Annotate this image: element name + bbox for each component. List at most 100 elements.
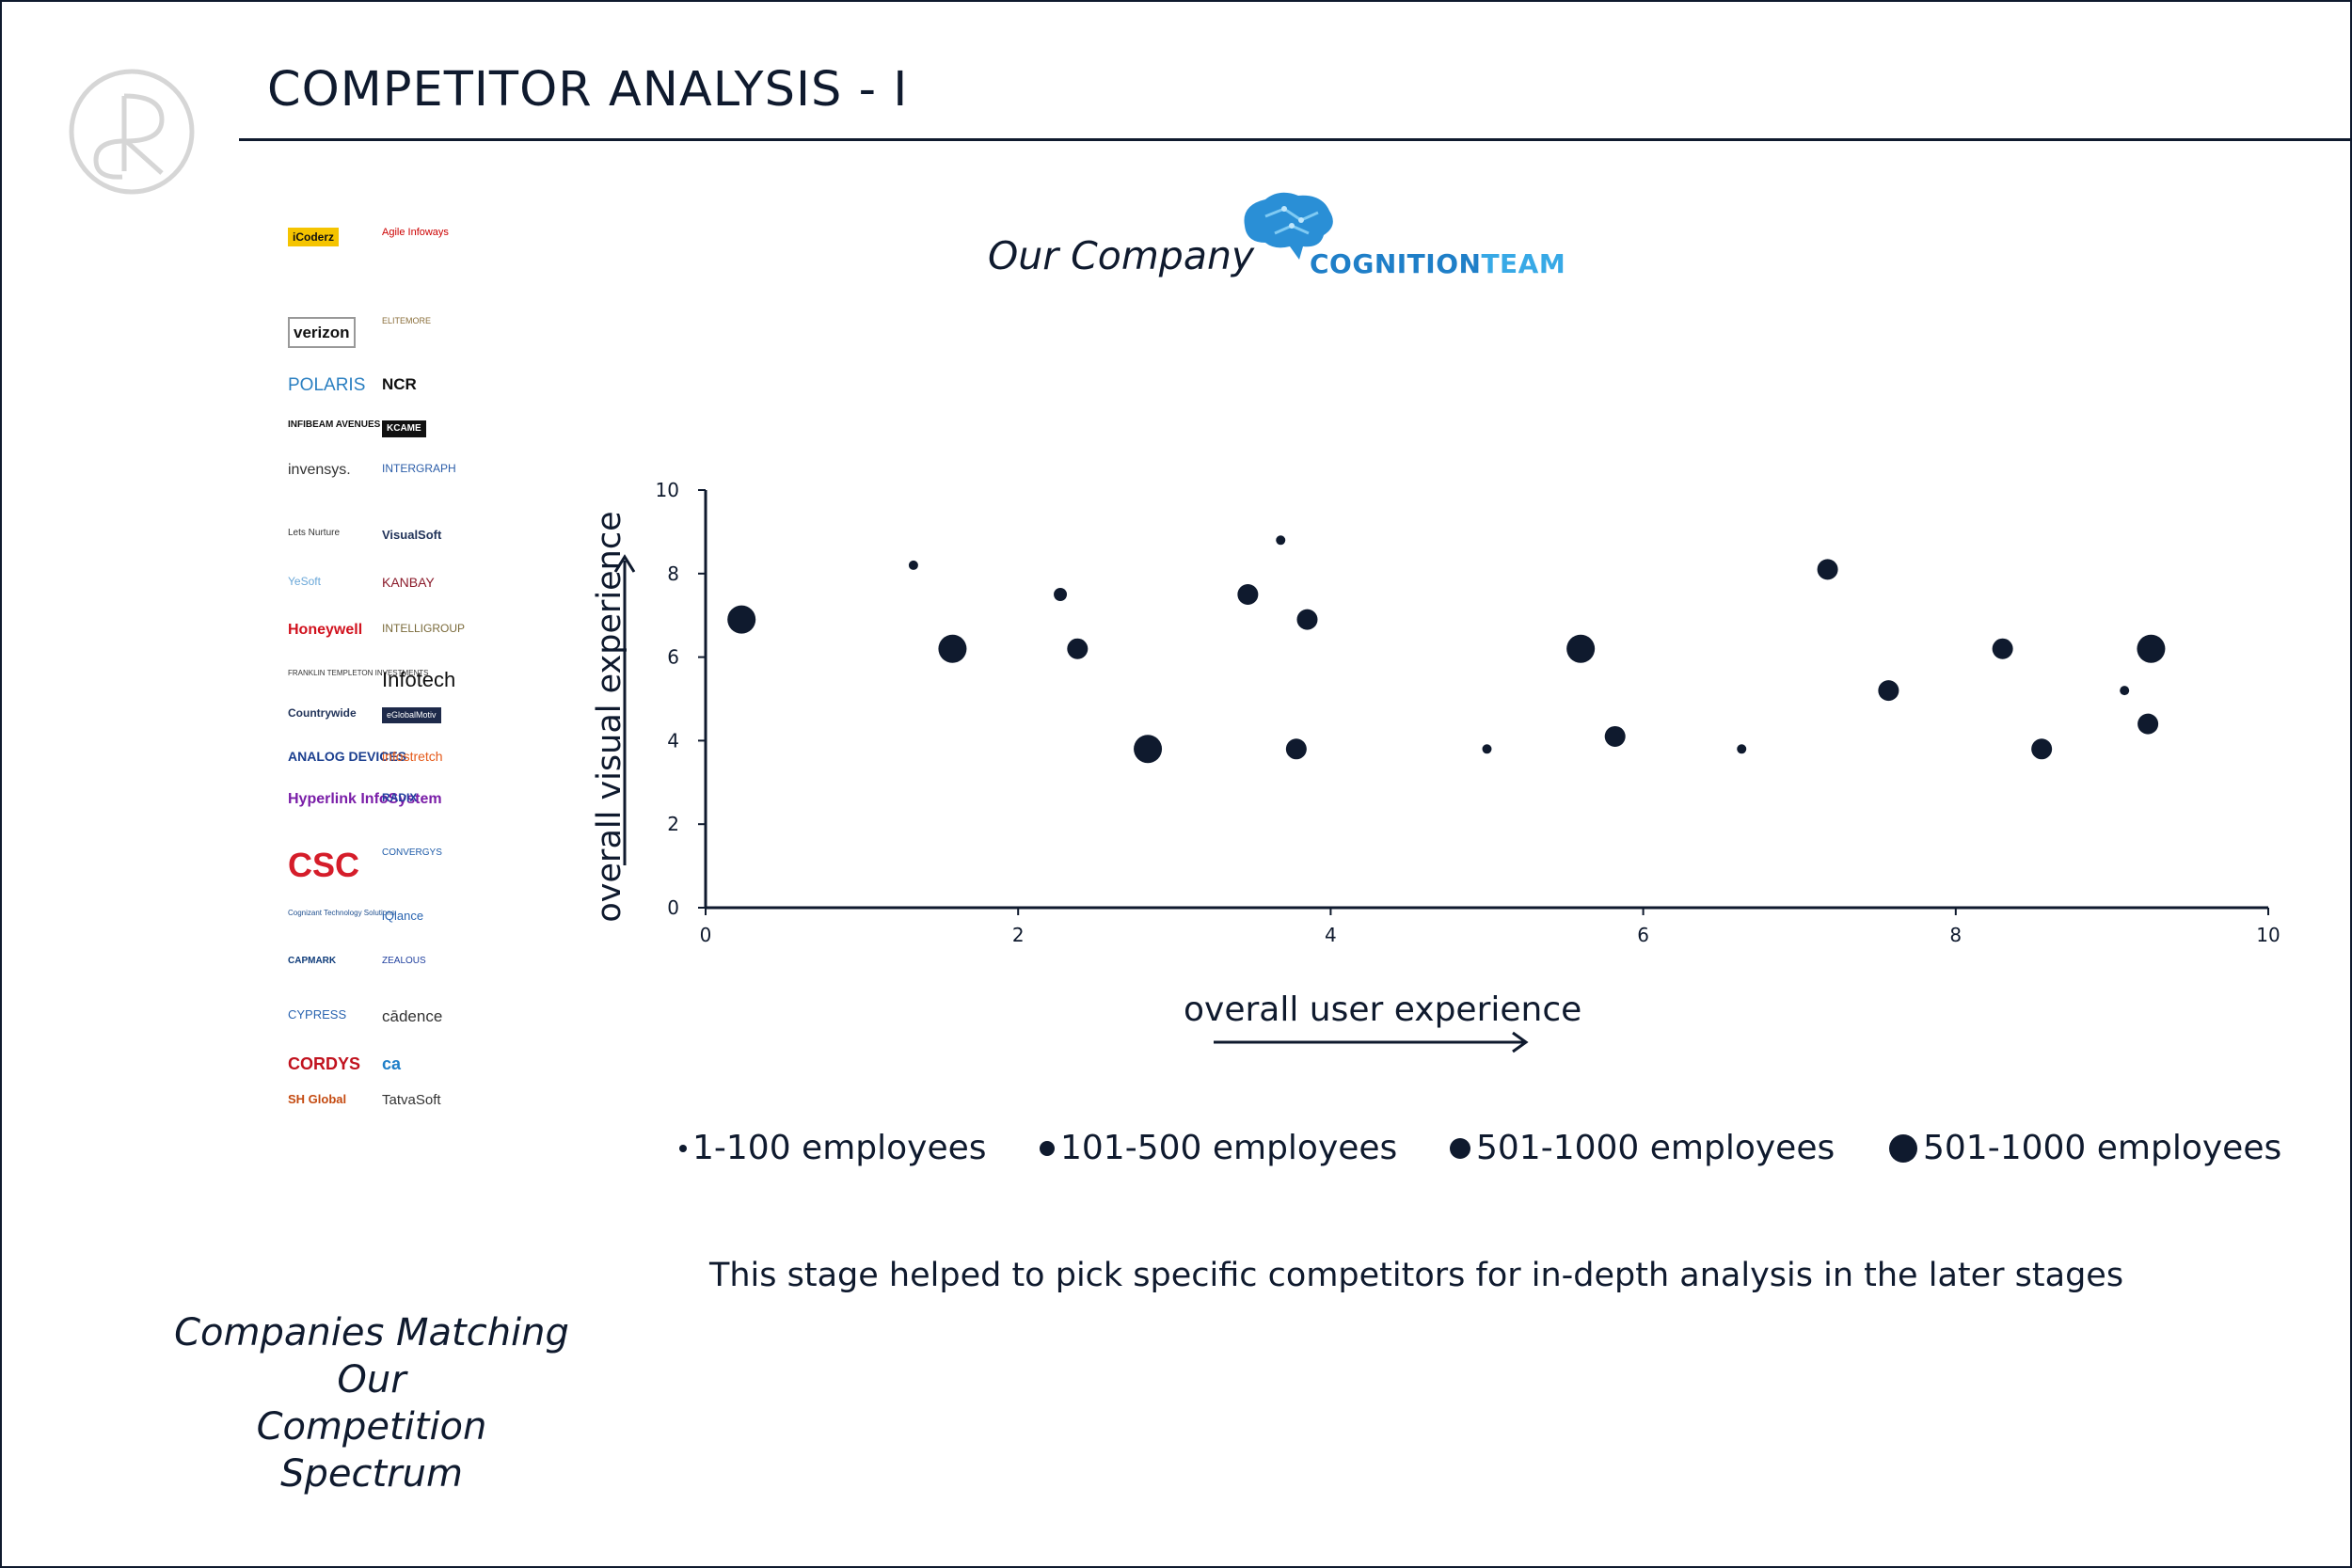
data-point (1992, 638, 2013, 659)
competitor-logo: iCoderz (288, 228, 340, 246)
legend-dot-2 (1040, 1140, 1055, 1156)
y-tick-label: 2 (667, 813, 679, 835)
chart-ticks: 0 2 4 6 8 10 0 2 4 6 8 10 (656, 479, 2280, 946)
competitor-logo: eGlobalMotiv (382, 707, 441, 723)
caption-line-1: Companies Matching (174, 1311, 569, 1354)
y-tick-label: 8 (667, 562, 679, 585)
chart-axes (704, 490, 2268, 910)
data-point (1737, 744, 1747, 754)
competitor-logo: INTELLIGROUP (382, 622, 466, 635)
y-arrow-head-icon (613, 554, 636, 573)
y-tick-label: 4 (667, 729, 679, 752)
competitor-logo: ANALOG DEVICES (288, 749, 407, 764)
competitor-logo: cādence (382, 1007, 443, 1025)
competitor-logo: YeSoft (288, 575, 321, 588)
data-point (2120, 686, 2130, 696)
title-divider (239, 138, 2352, 141)
data-point (938, 634, 967, 663)
competitor-logo: RADIX (382, 791, 418, 804)
data-point (1604, 725, 1626, 747)
competitor-logo: Cognizant Technology Solutions (288, 909, 395, 917)
data-point (1276, 535, 1286, 546)
competitor-logo: verizon (288, 317, 356, 348)
competitor-logo: CSC (288, 846, 360, 884)
competitor-logo: INTERGRAPH (382, 462, 456, 475)
data-point (1878, 680, 1899, 702)
data-point (1134, 735, 1163, 764)
legend-item-2: 101-500 employees (1040, 1129, 1397, 1167)
data-point (908, 560, 918, 570)
legend-dot-3 (1450, 1137, 1470, 1159)
brain-logo-icon (1244, 192, 1333, 260)
data-point (1285, 738, 1307, 760)
competitor-logo: KANBAY (382, 575, 435, 590)
competitor-logo: Infotech (382, 668, 456, 691)
competitor-logo: INFIBEAM AVENUES (288, 420, 381, 430)
competitor-logo: CONVERGYS (382, 847, 442, 858)
caption-line-2: Our (337, 1358, 406, 1402)
data-point (2031, 738, 2053, 760)
competitor-logo: iQlance (382, 909, 424, 923)
footer-note: This stage helped to pick specific compe… (709, 1257, 2124, 1294)
brand-part-1: COGNITION (1310, 248, 1482, 279)
competitor-logo: POLARIS (288, 375, 366, 395)
competitor-logo: Hyperlink InfoSystem (288, 791, 442, 807)
cognitionteam-wordmark: COGNITIONTEAM (1310, 248, 1565, 279)
data-point (1566, 634, 1596, 663)
competitor-logo: FRANKLIN TEMPLETON INVESTMENTS (288, 669, 429, 677)
page-title: COMPETITOR ANALYSIS - I (267, 62, 909, 118)
competitor-logo: Countrywide (288, 706, 357, 720)
x-tick-label: 4 (1325, 924, 1337, 946)
competitors-caption: Companies Matching Our Competition Spect… (160, 1309, 583, 1497)
chart-points (727, 535, 2166, 764)
x-tick-label: 6 (1637, 924, 1649, 946)
competitor-logo: ca (382, 1054, 402, 1073)
data-point (1054, 588, 1068, 601)
competitor-logo: CYPRESS (288, 1007, 347, 1022)
data-point (727, 605, 756, 634)
data-point (1067, 638, 1089, 659)
competitor-logo: VisualSoft (382, 528, 442, 542)
competitor-logo: Lets Nurture (288, 528, 341, 538)
data-point (2137, 713, 2159, 735)
brand-monogram-icon (69, 69, 195, 195)
competitor-logo: CAPMARK (288, 956, 337, 966)
competitor-logo: ELITEMORE (382, 316, 432, 325)
competitor-logo: SH Global (288, 1092, 347, 1106)
data-point (1482, 744, 1492, 754)
x-tick-label: 0 (700, 924, 712, 946)
competitor-logo: KCAME (382, 420, 426, 437)
caption-line-3: Competition Spectrum (256, 1405, 487, 1496)
competitor-logo: Agile Infoways (382, 227, 449, 238)
axis-arrows (613, 554, 1529, 1053)
x-tick-label: 8 (1949, 924, 1962, 946)
data-point (1237, 584, 1259, 605)
data-point (2137, 634, 2166, 663)
competitor-logo: Honeywell (288, 622, 363, 638)
legend-item-1: 1-100 employees (679, 1129, 987, 1167)
legend-item-3: 501-1000 employees (1450, 1129, 1835, 1167)
x-axis-label: overall user experience (1184, 990, 1582, 1029)
data-point (1296, 609, 1318, 630)
competitor-logo: invensys. (288, 462, 351, 478)
legend-dot-4 (1889, 1133, 1917, 1163)
competitor-logo: TatvaSoft (382, 1092, 441, 1108)
competitor-logo: infostretch (382, 749, 443, 764)
legend-dot-1 (679, 1144, 687, 1152)
competitor-logo: CORDYS (288, 1054, 361, 1073)
our-company-label: Our Company (988, 233, 1255, 278)
x-tick-label: 10 (2256, 924, 2280, 946)
competitor-logo: ZEALOUS (382, 956, 426, 966)
x-arrow-head-icon (1512, 1031, 1529, 1053)
legend-item-4: 501-1000 employees (1889, 1129, 2281, 1167)
brand-part-2: TEAM (1481, 248, 1566, 279)
y-tick-label: 6 (667, 646, 679, 669)
competitor-logo-grid: iCoderz Agile Infoways verizon ELITEMORE POL… (278, 228, 504, 1286)
x-tick-label: 2 (1012, 924, 1025, 946)
y-tick-label: 10 (656, 479, 679, 501)
y-tick-label: 0 (667, 896, 679, 919)
data-point (1817, 559, 1838, 580)
competitor-logo: NCR (382, 375, 417, 393)
